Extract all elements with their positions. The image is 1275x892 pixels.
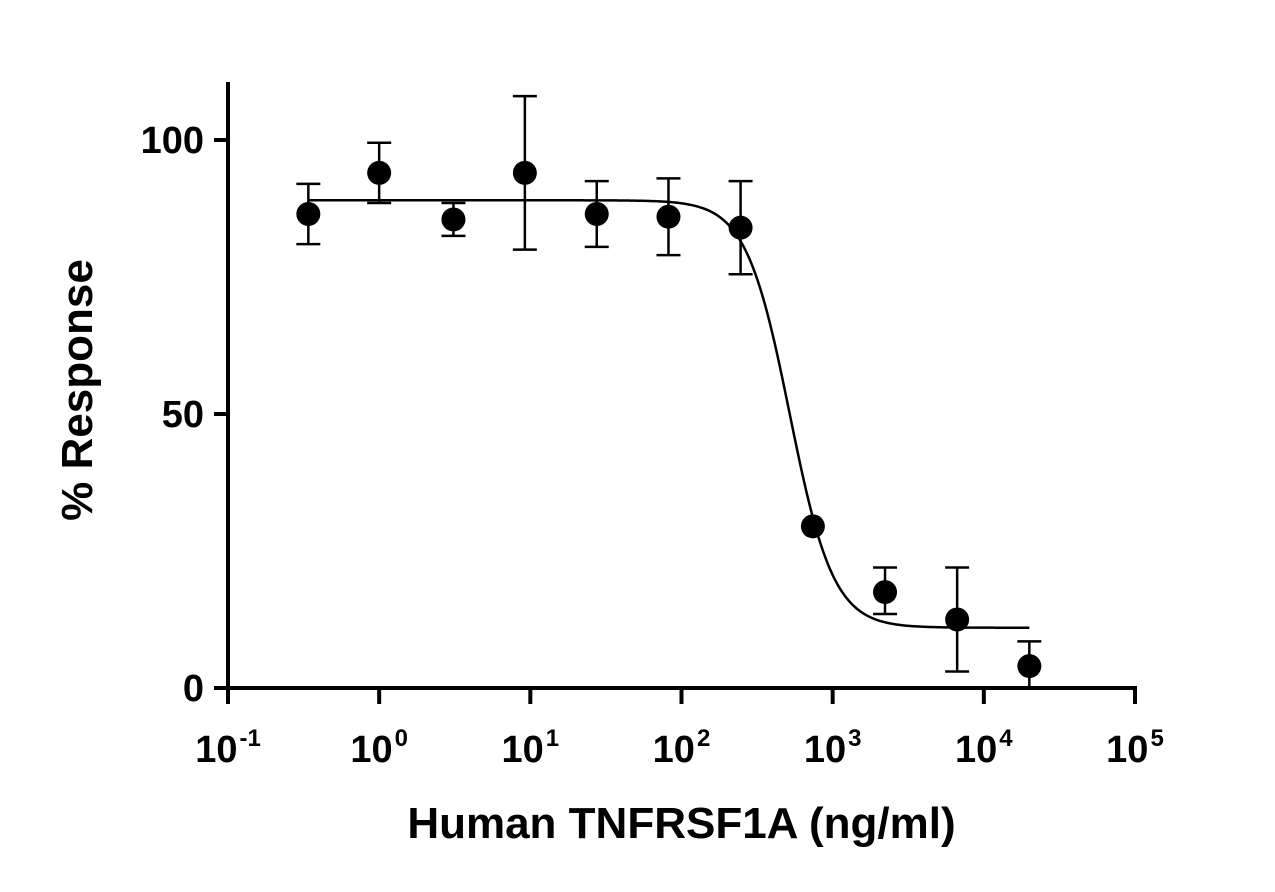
fit-curve-layer (308, 199, 1030, 629)
data-point (873, 580, 898, 605)
y-tick-label: 100 (141, 120, 204, 162)
error-bars-layer (296, 94, 1042, 690)
x-tick-label: 105 (1106, 725, 1164, 771)
y-tick-label: 50 (162, 394, 204, 436)
data-point (945, 607, 970, 632)
data-point (296, 201, 321, 226)
data-point (441, 207, 466, 232)
y-tick-label: 0 (183, 668, 204, 710)
y-axis-title: % Response (53, 259, 102, 521)
data-point (584, 201, 609, 226)
x-tick-label: 103 (804, 725, 862, 771)
data-point (656, 204, 681, 229)
x-tick-label: 104 (955, 725, 1013, 771)
data-points-layer (296, 160, 1042, 679)
x-tick-label: 102 (653, 725, 711, 771)
fit-curve (308, 199, 1030, 629)
x-tick-label: 100 (350, 725, 408, 771)
x-tick-label: 101 (502, 725, 560, 771)
data-point (367, 160, 392, 185)
data-point (800, 514, 825, 539)
x-axis-title: Human TNFRSF1A (ng/ml) (407, 799, 955, 848)
data-point (512, 160, 537, 185)
axes-layer: 0 50 100 10-1 100 101 102 103 104 105 (141, 82, 1164, 771)
data-point (728, 215, 753, 240)
data-point (1017, 654, 1042, 679)
x-tick-label: 10-1 (195, 725, 261, 771)
